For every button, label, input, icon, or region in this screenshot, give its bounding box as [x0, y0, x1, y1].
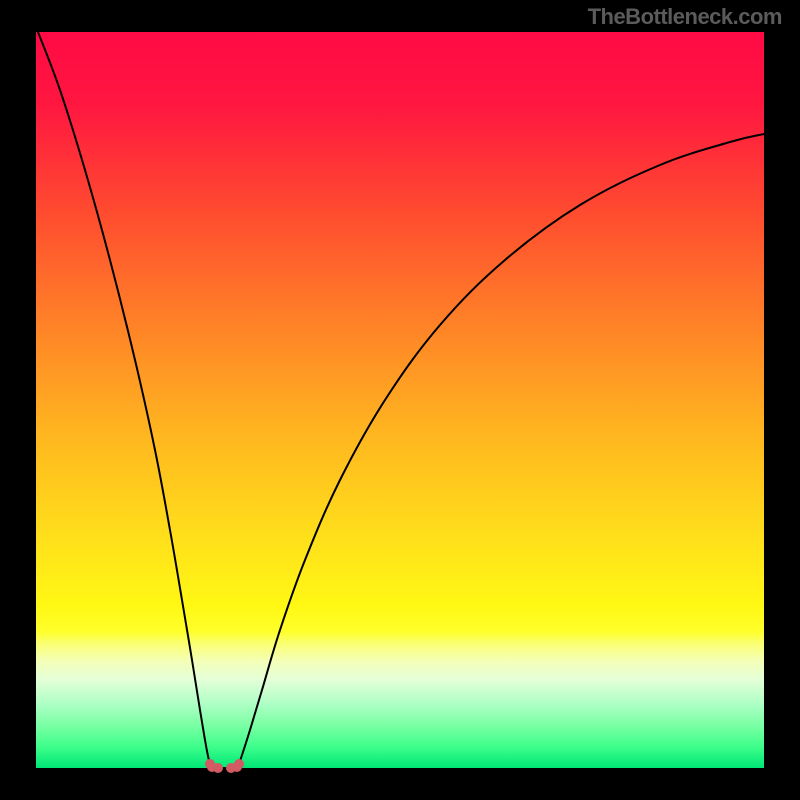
plot-canvas — [0, 0, 800, 800]
